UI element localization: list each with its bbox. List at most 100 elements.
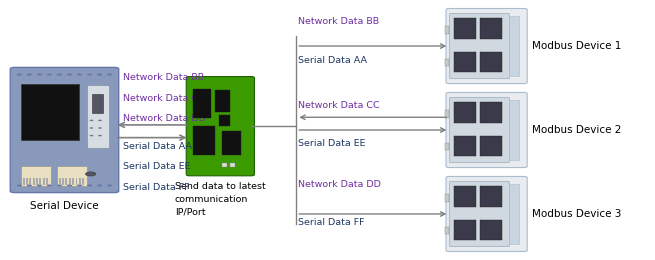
Bar: [75, 178, 77, 185]
Bar: [193, 126, 215, 155]
Text: Network Data CC: Network Data CC: [298, 101, 380, 110]
Text: Send data to latest
communication
IP/Port: Send data to latest communication IP/Por…: [175, 182, 266, 216]
Text: Network Data CC: Network Data CC: [123, 94, 204, 103]
Circle shape: [107, 184, 112, 186]
Bar: [36, 178, 38, 185]
Bar: [480, 102, 502, 123]
Bar: [83, 178, 84, 185]
Circle shape: [90, 135, 94, 136]
Circle shape: [98, 120, 102, 121]
Bar: [21, 166, 51, 186]
Bar: [62, 178, 64, 185]
Circle shape: [97, 184, 102, 186]
Circle shape: [85, 172, 96, 176]
Bar: [480, 186, 502, 207]
Bar: [46, 178, 48, 185]
Bar: [43, 178, 45, 185]
Circle shape: [90, 120, 94, 121]
Bar: [33, 178, 35, 185]
Bar: [454, 136, 476, 156]
Bar: [59, 178, 61, 185]
Bar: [480, 220, 502, 240]
Circle shape: [27, 184, 32, 186]
Bar: [445, 59, 449, 66]
Bar: [509, 16, 519, 76]
Bar: [480, 52, 502, 72]
FancyBboxPatch shape: [449, 181, 510, 247]
Bar: [454, 186, 476, 207]
Circle shape: [77, 184, 82, 186]
Text: Serial Data FF: Serial Data FF: [298, 218, 365, 228]
Text: Serial Device: Serial Device: [30, 201, 99, 211]
Bar: [445, 143, 449, 150]
Bar: [79, 178, 81, 185]
Bar: [92, 94, 103, 113]
FancyBboxPatch shape: [186, 76, 254, 176]
Circle shape: [97, 74, 102, 76]
Bar: [480, 136, 502, 156]
Text: Network Data BB: Network Data BB: [123, 73, 204, 82]
Circle shape: [17, 184, 22, 186]
FancyBboxPatch shape: [449, 13, 510, 79]
Bar: [454, 220, 476, 240]
Circle shape: [57, 184, 62, 186]
Bar: [57, 166, 87, 186]
Bar: [445, 227, 449, 234]
Bar: [39, 178, 41, 185]
Circle shape: [37, 74, 42, 76]
Bar: [445, 27, 449, 34]
Text: Serial Data EE: Serial Data EE: [298, 140, 365, 148]
FancyBboxPatch shape: [446, 9, 527, 83]
Circle shape: [87, 74, 92, 76]
Text: Modbus Device 1: Modbus Device 1: [532, 41, 621, 51]
Text: Serial Data EE: Serial Data EE: [123, 162, 191, 171]
Circle shape: [98, 135, 102, 136]
Bar: [509, 184, 519, 244]
Bar: [454, 102, 476, 123]
Text: Modbus Device 2: Modbus Device 2: [532, 125, 621, 135]
Bar: [509, 100, 519, 160]
FancyBboxPatch shape: [10, 67, 119, 193]
Circle shape: [27, 74, 32, 76]
Bar: [29, 178, 31, 185]
Bar: [66, 178, 67, 185]
Text: Serial Data FF: Serial Data FF: [123, 183, 189, 192]
Bar: [445, 194, 449, 202]
Bar: [480, 18, 502, 39]
Bar: [222, 163, 227, 167]
FancyBboxPatch shape: [446, 93, 527, 167]
Text: Network Data DD: Network Data DD: [298, 180, 381, 189]
Text: Network Data DD: Network Data DD: [123, 114, 206, 123]
Circle shape: [98, 127, 102, 129]
FancyBboxPatch shape: [446, 177, 527, 251]
Bar: [193, 89, 211, 119]
Circle shape: [107, 74, 112, 76]
Circle shape: [47, 74, 52, 76]
Bar: [222, 131, 242, 155]
Bar: [86, 85, 109, 148]
Bar: [445, 110, 449, 118]
Text: Modbus Device 3: Modbus Device 3: [532, 209, 621, 219]
Circle shape: [90, 127, 94, 129]
Text: Network Data BB: Network Data BB: [298, 17, 379, 26]
Bar: [21, 83, 79, 140]
Circle shape: [67, 184, 72, 186]
Circle shape: [57, 74, 62, 76]
Bar: [219, 115, 231, 126]
Circle shape: [47, 184, 52, 186]
Circle shape: [67, 74, 72, 76]
Bar: [22, 178, 24, 185]
Circle shape: [87, 184, 92, 186]
Bar: [69, 178, 71, 185]
Bar: [215, 90, 230, 112]
Bar: [26, 178, 28, 185]
Bar: [72, 178, 74, 185]
Circle shape: [17, 74, 22, 76]
Bar: [230, 163, 235, 167]
Bar: [454, 18, 476, 39]
FancyBboxPatch shape: [449, 97, 510, 163]
Circle shape: [37, 184, 42, 186]
Text: Serial Data AA: Serial Data AA: [298, 56, 367, 64]
Bar: [454, 52, 476, 72]
Circle shape: [77, 74, 82, 76]
